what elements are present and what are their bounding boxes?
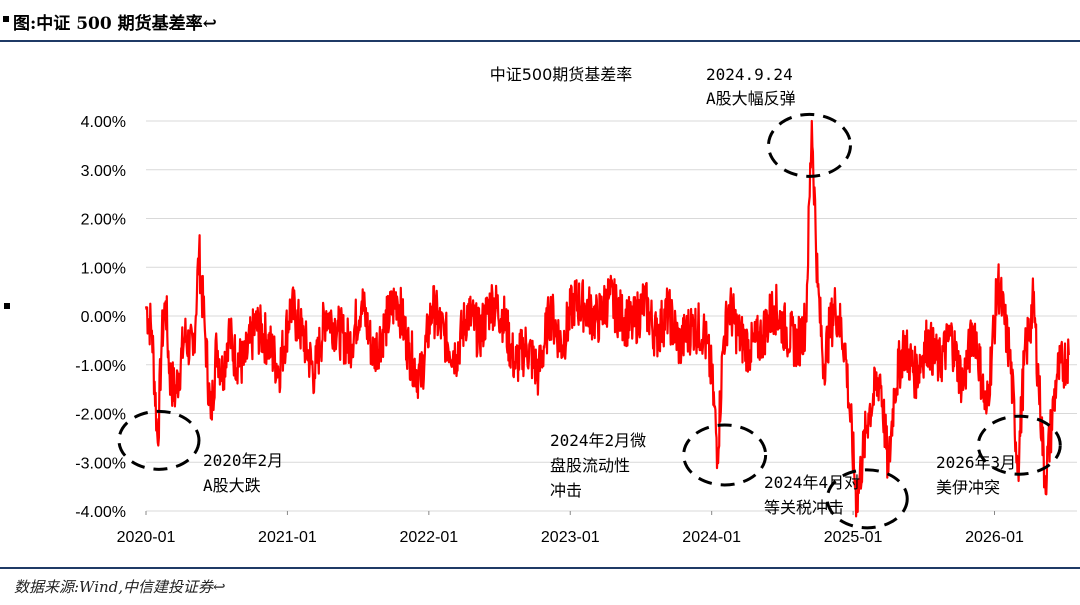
source-note: 数据来源:Wind,中信建投证券↩ — [14, 578, 226, 596]
annotation-label: 2026年3月 — [936, 453, 1016, 472]
y-tick-label: 2.00% — [81, 212, 126, 229]
annotations: 2024.9.24 A股大幅反弹 2020年2月 A股大跌 2024年2月微盘股流动性冲… — [203, 65, 1016, 517]
y-tick-label: 0.00% — [81, 309, 126, 326]
annotation-label: 冲击 — [550, 481, 582, 500]
y-tick-label: -3.00% — [75, 455, 126, 472]
figure-title: 图:中证 500 期货基差率↩ — [13, 14, 217, 34]
x-tick-label: 2026-01 — [965, 529, 1024, 546]
x-axis-ticks: 2020-01 2021-01 2022-01 2023-01 2024-01 2025-… — [117, 529, 1024, 546]
annotation-label: 2024年4月对 — [764, 473, 860, 492]
y-tick-label: 3.00% — [81, 163, 126, 180]
annotation-label: 盘股流动性 — [550, 456, 630, 475]
x-tick-label: 2023-01 — [541, 529, 600, 546]
annotation-circle — [976, 414, 1062, 476]
annotation-circle — [117, 409, 201, 471]
annotation-label: 2020年2月 — [203, 451, 283, 470]
annotation-circles — [117, 112, 1062, 530]
series-line-basis-rate — [144, 119, 1070, 518]
annotation-label: 等关税冲击 — [764, 498, 844, 517]
y-tick-label: 4.00% — [81, 114, 126, 131]
x-axis-tick-marks — [145, 511, 996, 515]
y-tick-label: 1.00% — [81, 260, 126, 277]
annotation-circle — [825, 468, 909, 530]
annotation-circle — [766, 112, 852, 178]
x-tick-label: 2021-01 — [258, 529, 317, 546]
y-axis-ticks: 4.00% 3.00% 2.00% 1.00% 0.00% -1.00% -2.00% -3.… — [75, 114, 126, 521]
annotation-label: 2024.9.24 — [706, 65, 793, 84]
chart-title: 中证500期货基差率 — [490, 65, 633, 84]
x-tick-label: 2022-01 — [399, 529, 458, 546]
header-bullet-icon — [3, 16, 9, 22]
annotation-label: A股大跌 — [203, 476, 261, 495]
x-tick-label: 2025-01 — [824, 529, 883, 546]
y-tick-label: -4.00% — [75, 504, 126, 521]
side-bullet-icon — [4, 303, 10, 309]
y-tick-label: -1.00% — [75, 358, 126, 375]
x-tick-label: 2024-01 — [682, 529, 741, 546]
annotation-label: 2024年2月微 — [550, 431, 646, 450]
annotation-label: A股大幅反弹 — [706, 89, 796, 108]
y-tick-label: -2.00% — [75, 407, 126, 424]
annotation-label: 美伊冲突 — [936, 478, 1000, 497]
chart-grid — [146, 120, 1077, 512]
footer-divider — [0, 567, 1080, 569]
basis-rate-chart: 4.00% 3.00% 2.00% 1.00% 0.00% -1.00% -2.00% -3.… — [75, 65, 1077, 546]
report-header: 图:中证 500 期货基差率↩ — [0, 0, 1080, 40]
header-divider — [0, 40, 1080, 42]
x-tick-label: 2020-01 — [117, 529, 176, 546]
annotation-circle — [682, 423, 768, 487]
